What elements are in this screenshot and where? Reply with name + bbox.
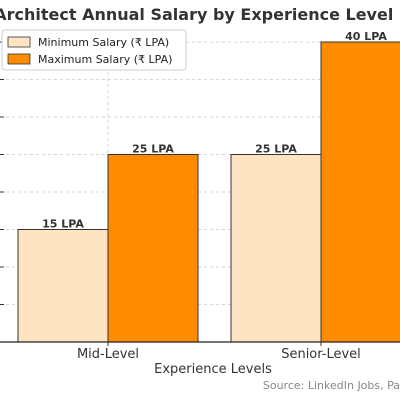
legend: Minimum Salary (₹ LPA) Maximum Salary (₹… [1,29,187,71]
x-axis-ticks: Mid-Level Senior-Level [77,342,361,362]
data-label: 15 LPA [42,218,84,231]
legend-swatch-min [7,36,31,48]
data-labels: 15 LPA 25 LPA 25 LPA 40 LPA [42,30,387,231]
bar-max-mid-level [107,154,199,343]
bar-min-mid-level [17,229,109,343]
x-axis-label: Experience Levels [154,362,272,377]
x-tick-label: Senior-Level [281,347,361,362]
bar-max-senior-level [320,41,400,343]
legend-label-min: Minimum Salary (₹ LPA) [38,36,169,49]
bar-min-senior-level [230,154,322,343]
bars [17,41,400,343]
legend-swatch-max [7,53,31,65]
chart-title: Java Architect Annual Salary by Experien… [0,5,393,24]
x-tick-label: Mid-Level [77,347,139,362]
data-label: 25 LPA [255,143,297,156]
legend-label-max: Maximum Salary (₹ LPA) [38,53,172,66]
data-label: 25 LPA [132,143,174,156]
legend-box [1,29,187,71]
data-label: 40 LPA [345,30,387,43]
y-axis-ticks [0,41,4,343]
source-note: Source: LinkedIn Jobs, Pa [263,379,400,392]
